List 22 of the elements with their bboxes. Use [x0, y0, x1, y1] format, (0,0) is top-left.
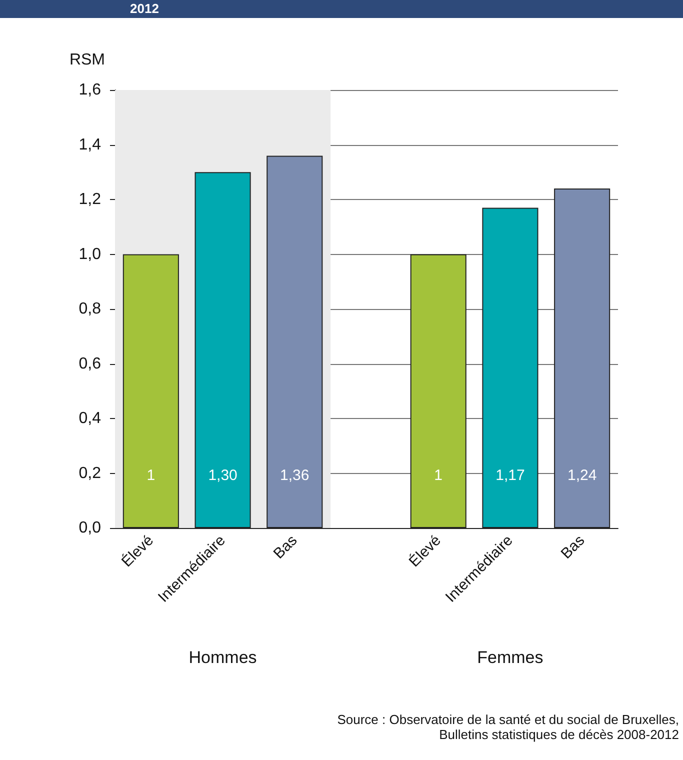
y-axis-title: RSM [69, 52, 105, 68]
data-label: 1 [146, 467, 156, 484]
text: Hommes [188, 648, 257, 668]
data-label: 1,36 [280, 467, 310, 484]
source-note: Source : Observatoire de la santé et du social de Bruxelles, Bulletins statistiques de décès 2008-2012 [337, 712, 679, 742]
y-tick-label: 0,0 [78, 520, 102, 536]
y-tick-label: 1,0 [78, 246, 102, 263]
y-tick-label: 1,2 [78, 191, 102, 208]
y-tick-label: 0,8 [78, 300, 102, 318]
y-tick-label: 1,4 [78, 136, 102, 154]
data-label: 1 [434, 467, 443, 484]
x-tick-label: Bas [558, 532, 588, 562]
y-tick-label: 0,4 [78, 410, 102, 427]
y-tick-label: 1,6 [78, 82, 102, 98]
y-tick-label: 0,2 [78, 464, 102, 482]
x-tick-label: Bas [270, 532, 301, 562]
data-label: 1,17 [496, 467, 525, 484]
text: Femmes [477, 648, 544, 668]
data-label: 1,24 [567, 467, 597, 484]
y-tick-label: 0,6 [78, 355, 102, 372]
data-label: 1,30 [208, 467, 238, 484]
chart-title: 2012 [130, 1, 159, 16]
